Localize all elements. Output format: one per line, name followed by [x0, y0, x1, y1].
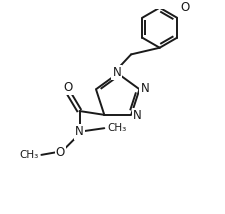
Text: N: N	[133, 109, 142, 122]
Text: CH₃: CH₃	[19, 150, 38, 160]
Text: O: O	[181, 1, 190, 14]
Text: N: N	[112, 66, 121, 79]
Text: O: O	[56, 146, 65, 159]
Text: CH₃: CH₃	[107, 123, 126, 133]
Text: N: N	[140, 82, 149, 95]
Text: N: N	[75, 125, 84, 138]
Text: O: O	[63, 81, 73, 94]
